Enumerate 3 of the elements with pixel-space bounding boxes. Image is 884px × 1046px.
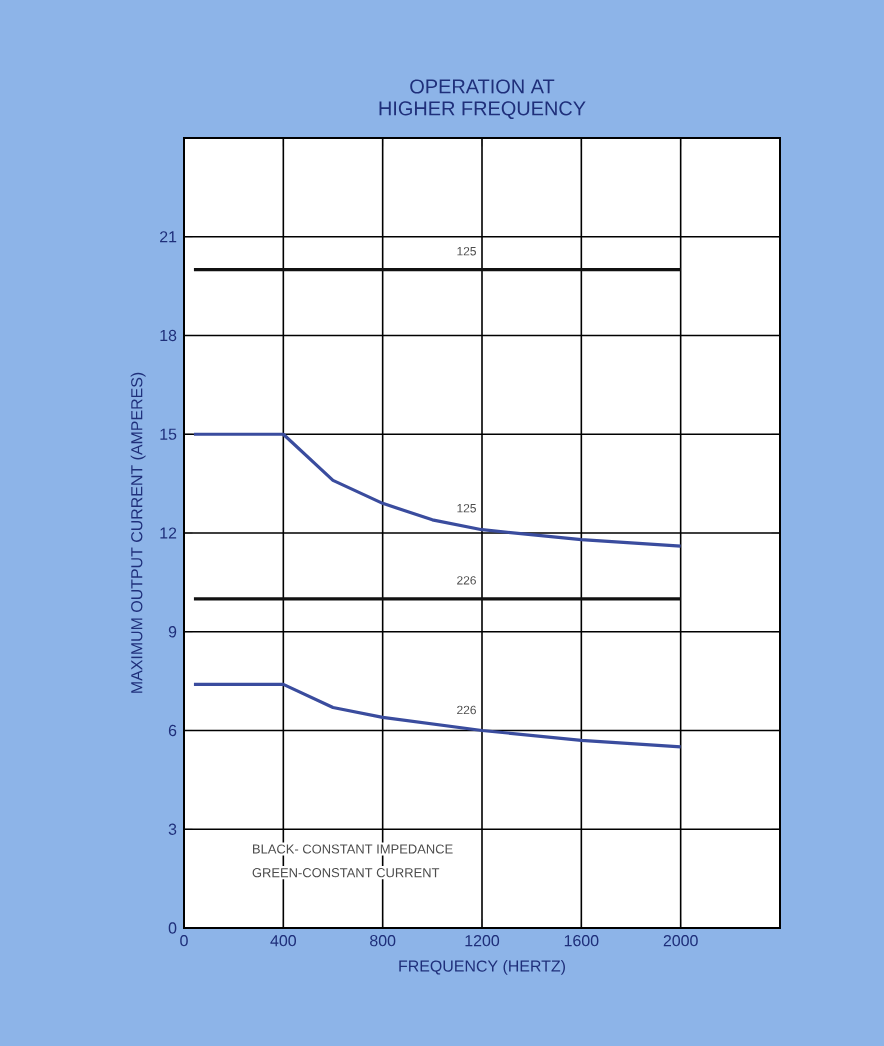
line-series [192,432,683,548]
chart-title: OPERATION AT HIGHER FREQUENCY [379,79,586,120]
line-series [192,682,683,749]
